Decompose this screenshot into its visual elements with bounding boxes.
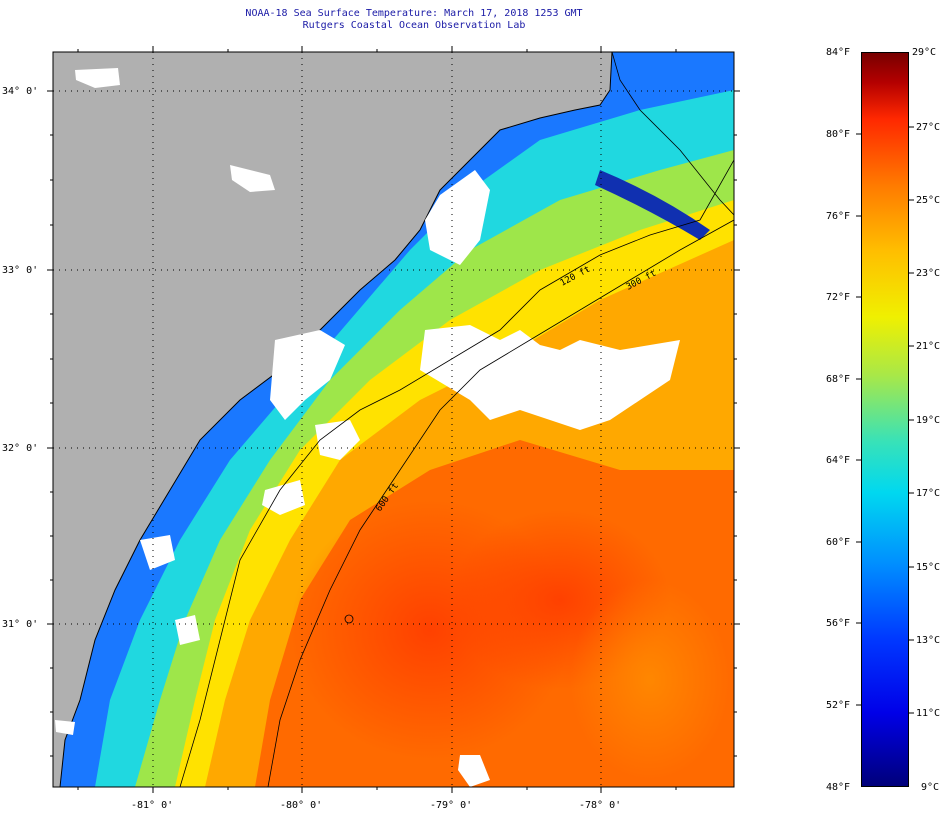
colorbar-f-60: 60°F [826, 537, 851, 548]
lon-label-78: -78° 0' [579, 800, 622, 811]
coastline [53, 52, 613, 787]
colorbar-f-56: 56°F [826, 618, 851, 629]
lon-label-80: -80° 0' [280, 800, 323, 811]
graticule [53, 52, 734, 787]
colorbar-f-52: 52°F [826, 700, 851, 711]
colorbar-f-64: 64°F [826, 455, 851, 466]
lat-label-34: 34° 0' [2, 86, 39, 97]
colorbar-c-17: 17°C [916, 488, 941, 499]
land-mass [53, 52, 612, 787]
lat-label-33: 33° 0' [2, 265, 39, 276]
colorbar-f-72: 72°F [826, 292, 851, 303]
colorbar-c-15: 15°C [916, 562, 941, 573]
colorbar-c-23: 23°C [916, 268, 941, 279]
map-title: NOAA-18 Sea Surface Temperature: March 1… [245, 8, 583, 19]
colorbar-ticks [856, 126, 914, 714]
isobath-600ft [267, 219, 734, 787]
lat-label-32: 32° 0' [2, 443, 39, 454]
lon-label-79: -79° 0' [430, 800, 473, 811]
axis-ticks [47, 46, 740, 793]
colorbar-f-48: 48°F [826, 782, 851, 793]
colorbar-c-19: 19°C [916, 415, 941, 426]
map-frame [52, 51, 735, 788]
colorbar-f-80: 80°F [826, 129, 851, 140]
colorbar-c-27: 27°C [916, 122, 941, 133]
colorbar-c-29: 29°C [912, 47, 937, 58]
lat-label-31: 31° 0' [2, 619, 39, 630]
colorbar-f-68: 68°F [826, 374, 851, 385]
map-subtitle: Rutgers Coastal Ocean Observation Lab [302, 20, 526, 31]
cold-filament [595, 170, 710, 240]
colorbar-c-25: 25°C [916, 195, 941, 206]
colorbar-f-84: 84°F [826, 47, 851, 58]
colorbar-c-11: 11°C [916, 708, 941, 719]
colorbar-f-76: 76°F [826, 211, 851, 222]
isobath-120ft [179, 159, 734, 787]
lon-label-81: -81° 0' [131, 800, 174, 811]
cloud-cover [55, 68, 680, 787]
colorbar-c-21: 21°C [916, 341, 941, 352]
temperature-colorbar [861, 52, 909, 787]
colorbar-c-9: 9°C [921, 782, 940, 793]
colorbar-c-13: 13°C [916, 635, 941, 646]
